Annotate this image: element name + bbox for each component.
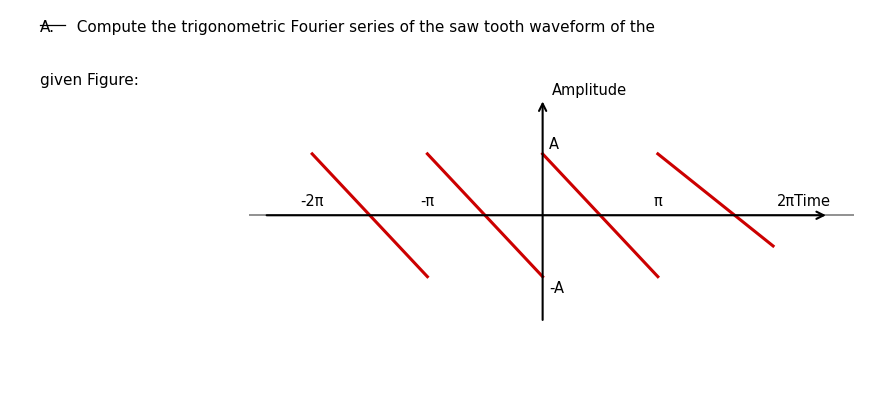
Text: -2π: -2π xyxy=(301,194,324,209)
Text: Compute the trigonometric Fourier series of the saw tooth waveform of the: Compute the trigonometric Fourier series… xyxy=(67,20,655,35)
Text: A.: A. xyxy=(40,20,55,35)
Text: given Figure:: given Figure: xyxy=(40,73,139,88)
Text: 2πTime: 2πTime xyxy=(777,194,830,209)
Text: Amplitude: Amplitude xyxy=(552,83,627,98)
Text: -π: -π xyxy=(420,194,434,209)
Text: π: π xyxy=(653,194,662,209)
Text: A: A xyxy=(549,136,559,151)
Text: -A: -A xyxy=(549,280,564,295)
